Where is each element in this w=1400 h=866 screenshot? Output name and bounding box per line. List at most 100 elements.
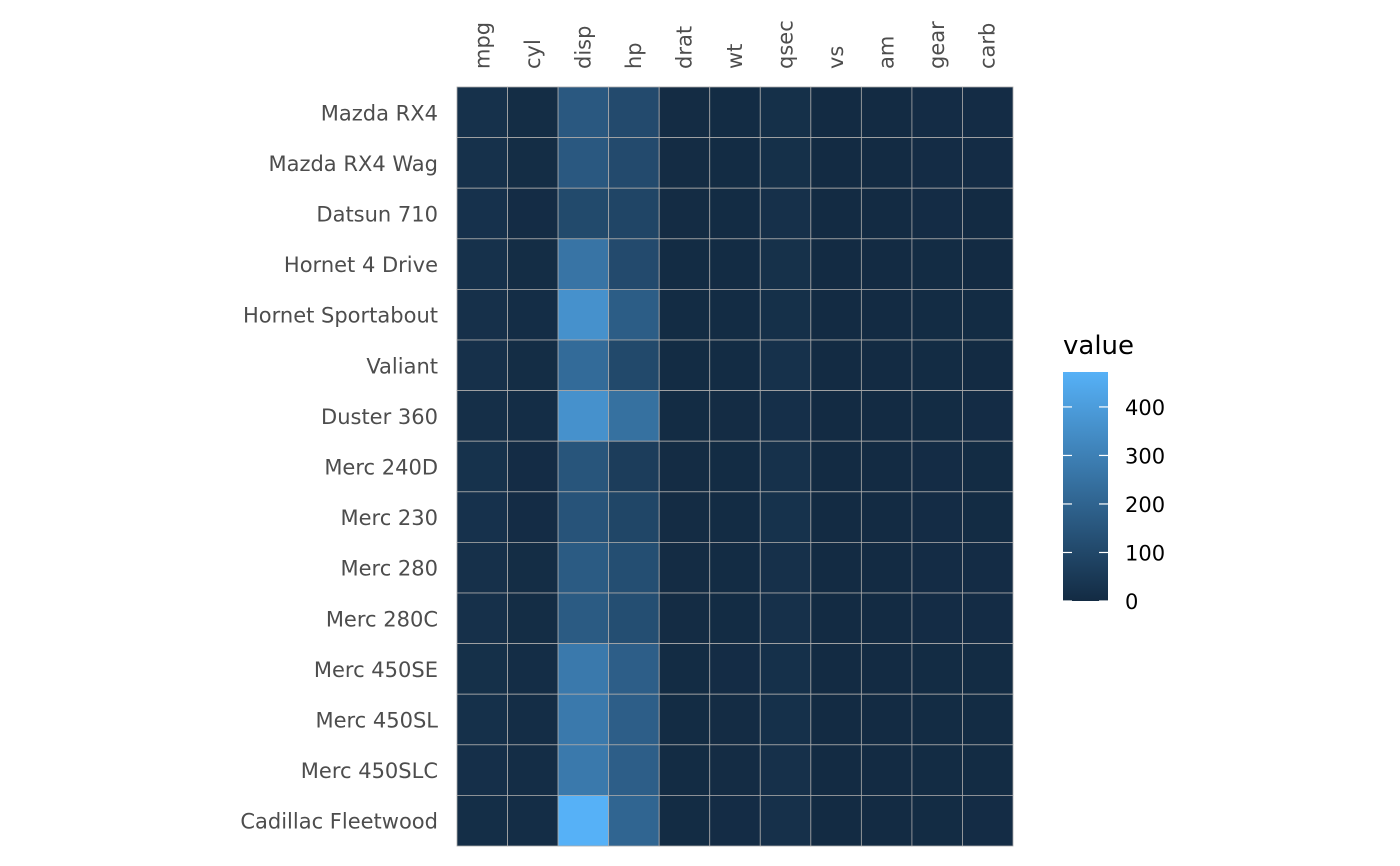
tile-mazda-rx4-wag-cyl [507,137,559,189]
tile-merc-240d-vs [810,440,862,493]
heatmap-tiles [456,86,1014,847]
tile-merc-450slc-gear [911,744,963,796]
tile-merc-240d-carb [962,440,1014,493]
y-axis-tick-labels: Mazda RX4 Mazda RX4 Wag Datsun 710 Hornet 4… [240,101,438,833]
tile-datsun-710-disp [557,187,610,240]
tile-hornet-4-drive-carb [962,238,1014,290]
y-tick-label-merc-450se: Merc 450SE [314,658,438,682]
tile-hornet-4-drive-am [860,238,913,290]
tile-merc-280c-vs [810,592,862,644]
tile-merc-450slc-disp [557,744,610,796]
tile-merc-450se-drat [658,643,711,695]
tile-hornet-sportabout-hp [608,288,660,341]
tile-mazda-rx4-wag-mpg [456,137,508,189]
x-tick-label-hp: hp [622,42,646,69]
tile-valiant-hp [608,339,660,391]
tile-merc-450slc-wt [709,744,761,796]
x-tick-label-vs: vs [824,46,848,69]
tile-mazda-rx4-wag-hp [608,137,660,189]
tile-mazda-rx4-hp [608,86,660,138]
tile-cadillac-fleetwood-am [860,795,913,847]
tile-duster-360-cyl [507,390,559,442]
tile-merc-450slc-hp [608,744,660,796]
y-tick-label-duster-360: Duster 360 [321,405,438,429]
tile-merc-450se-gear [911,643,963,695]
tile-mazda-rx4-wag-qsec [759,137,812,189]
tile-hornet-4-drive-vs [810,238,862,290]
tile-merc-230-cyl [507,491,559,543]
tile-hornet-sportabout-wt [709,288,761,341]
tile-hornet-sportabout-cyl [507,288,559,341]
tile-hornet-sportabout-qsec [759,288,812,341]
tile-merc-240d-gear [911,440,963,493]
y-tick-label-hornet-sportabout: Hornet Sportabout [243,304,438,328]
tile-merc-450slc-carb [962,744,1014,796]
tile-hornet-sportabout-drat [658,288,711,341]
tile-duster-360-vs [810,390,862,442]
tile-hornet-4-drive-drat [658,238,711,290]
tile-merc-240d-am [860,440,913,493]
y-tick-label-valiant: Valiant [366,354,438,378]
x-tick-label-cyl: cyl [521,39,545,69]
tile-duster-360-qsec [759,390,812,442]
tile-hornet-4-drive-mpg [456,238,508,290]
y-tick-label-mazda-rx4-wag: Mazda RX4 Wag [268,152,438,176]
tile-merc-450sl-disp [557,693,610,746]
tile-valiant-qsec [759,339,812,391]
tile-merc-450sl-am [860,693,913,746]
tile-merc-230-am [860,491,913,543]
tile-merc-230-vs [810,491,862,543]
tile-valiant-drat [658,339,711,391]
tile-datsun-710-am [860,187,913,240]
x-tick-label-drat: drat [672,26,696,69]
legend-tick-label-0: 0 [1125,590,1138,614]
tile-mazda-rx4-wag-wt [709,137,761,189]
tile-merc-450sl-drat [658,693,711,746]
tile-valiant-cyl [507,339,559,391]
tile-merc-450sl-vs [810,693,862,746]
tile-merc-280-disp [557,542,610,594]
tile-duster-360-wt [709,390,761,442]
tile-mazda-rx4-mpg [456,86,508,138]
tile-hornet-sportabout-gear [911,288,963,341]
x-tick-label-gear: gear [925,21,949,69]
tile-merc-280c-wt [709,592,761,644]
tile-merc-280c-cyl [507,592,559,644]
tile-hornet-4-drive-gear [911,238,963,290]
tile-merc-450sl-hp [608,693,660,746]
tile-valiant-mpg [456,339,508,391]
tile-duster-360-disp [557,390,610,442]
tile-cadillac-fleetwood-carb [962,795,1014,847]
tile-merc-230-hp [608,491,660,543]
tile-hornet-sportabout-vs [810,288,862,341]
tile-merc-450se-mpg [456,643,508,695]
tile-cadillac-fleetwood-vs [810,795,862,847]
tile-merc-450se-wt [709,643,761,695]
tile-cadillac-fleetwood-cyl [507,795,559,847]
color-legend: value 0 100 200 300 400 [1063,331,1165,614]
tile-hornet-sportabout-disp [557,288,610,341]
tile-merc-230-wt [709,491,761,543]
y-tick-label-merc-450slc: Merc 450SLC [301,759,438,783]
tile-mazda-rx4-wag-gear [911,137,963,189]
y-tick-label-mazda-rx4: Mazda RX4 [321,101,438,125]
y-tick-label-merc-280c: Merc 280C [326,607,438,631]
tile-mazda-rx4-wag-am [860,137,913,189]
legend-tick-label-100: 100 [1125,541,1165,565]
tile-duster-360-drat [658,390,711,442]
tile-merc-240d-qsec [759,440,812,493]
tile-mazda-rx4-am [860,86,913,138]
tile-valiant-carb [962,339,1014,391]
tile-datsun-710-mpg [456,187,508,240]
tile-merc-450slc-vs [810,744,862,796]
tile-merc-450se-vs [810,643,862,695]
tile-datsun-710-drat [658,187,711,240]
tile-merc-240d-hp [608,440,660,493]
tile-mazda-rx4-gear [911,86,963,138]
tile-merc-230-qsec [759,491,812,543]
y-tick-label-cadillac-fleetwood: Cadillac Fleetwood [240,810,438,834]
tile-merc-450slc-qsec [759,744,812,796]
tile-merc-450slc-am [860,744,913,796]
tile-valiant-am [860,339,913,391]
legend-tick-label-400: 400 [1125,396,1165,420]
